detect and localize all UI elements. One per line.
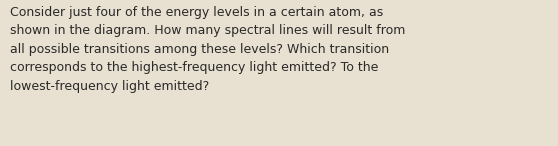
Text: Consider just four of the energy levels in a certain atom, as
shown in the diagr: Consider just four of the energy levels … xyxy=(10,6,406,93)
